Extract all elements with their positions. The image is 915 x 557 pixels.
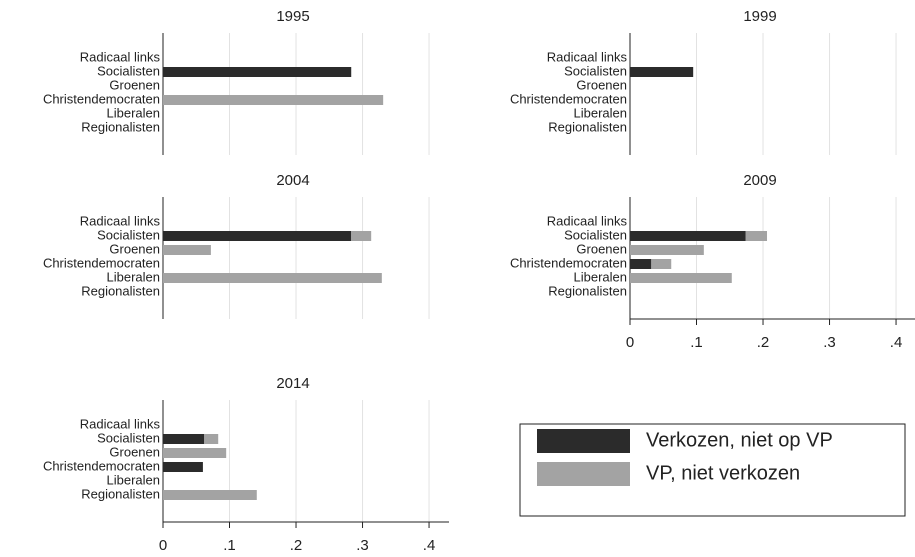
category-label: Groenen [109, 241, 160, 256]
category-label: Liberalen [574, 105, 628, 120]
category-label: Christendemocraten [510, 91, 627, 106]
panel-title: 2014 [276, 375, 309, 392]
category-label: Groenen [576, 241, 627, 256]
x-tick-label: .3 [823, 334, 836, 351]
legend-label: VP, niet verkozen [646, 462, 800, 484]
category-label: Groenen [109, 77, 160, 92]
category-label: Regionalisten [81, 119, 160, 134]
category-label: Christendemocraten [510, 255, 627, 270]
x-tick-label: .1 [223, 537, 236, 554]
category-label: Regionalisten [548, 283, 627, 298]
panel-title: 1999 [743, 8, 776, 25]
bar-segment [163, 67, 352, 77]
bar-segment [630, 231, 746, 241]
category-label: Socialisten [564, 227, 627, 242]
category-label: Socialisten [97, 63, 160, 78]
bar-segment [630, 245, 704, 255]
category-label: Liberalen [107, 472, 161, 487]
bar-segment [163, 490, 257, 500]
category-label: Liberalen [107, 269, 161, 284]
x-tick-label: .3 [356, 537, 369, 554]
bar-segment [163, 462, 203, 472]
x-tick-label: .2 [757, 334, 770, 351]
legend-swatch [537, 429, 630, 453]
x-tick-label: .2 [290, 537, 303, 554]
category-label: Radicaal links [80, 49, 161, 64]
panel-title: 2009 [743, 172, 776, 189]
panel-title: 2004 [276, 172, 309, 189]
bar-segment [630, 273, 732, 283]
x-tick-label: 0 [626, 334, 634, 351]
bar-segment [204, 434, 219, 444]
category-label: Groenen [576, 77, 627, 92]
category-label: Liberalen [107, 105, 161, 120]
legend-swatch [537, 462, 630, 486]
category-label: Christendemocraten [43, 458, 160, 473]
x-tick-label: .4 [423, 537, 436, 554]
legend-label: Verkozen, niet op VP [646, 429, 833, 451]
bar-segment [630, 67, 694, 77]
bar-segment [163, 231, 352, 241]
x-tick-label: 0 [159, 537, 167, 554]
category-label: Radicaal links [547, 213, 628, 228]
panel-title: 1995 [276, 8, 309, 25]
category-label: Christendemocraten [43, 255, 160, 270]
category-label: Socialisten [564, 63, 627, 78]
category-label: Radicaal links [80, 416, 161, 431]
category-label: Socialisten [97, 430, 160, 445]
bar-segment [745, 231, 768, 241]
category-label: Regionalisten [81, 486, 160, 501]
category-label: Radicaal links [80, 213, 161, 228]
bar-segment [630, 259, 652, 269]
category-label: Groenen [109, 444, 160, 459]
bar-segment [163, 434, 205, 444]
category-label: Socialisten [97, 227, 160, 242]
x-tick-label: .1 [690, 334, 703, 351]
category-label: Liberalen [574, 269, 628, 284]
bar-segment [163, 95, 384, 105]
category-label: Christendemocraten [43, 91, 160, 106]
bar-segment [163, 448, 227, 458]
bar-segment [163, 245, 211, 255]
bar-segment [351, 231, 372, 241]
category-label: Regionalisten [81, 283, 160, 298]
category-label: Regionalisten [548, 119, 627, 134]
bar-segment [651, 259, 672, 269]
category-label: Radicaal links [547, 49, 628, 64]
x-tick-label: .4 [890, 334, 903, 351]
bar-segment [163, 273, 382, 283]
